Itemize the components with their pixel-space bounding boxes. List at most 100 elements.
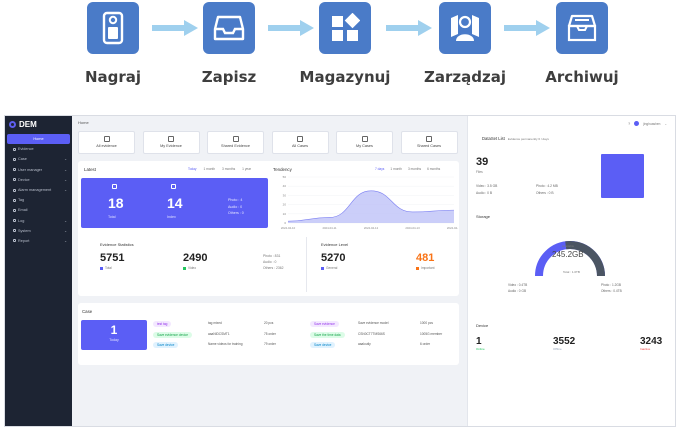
x-tick-label: 2024-04-10 — [281, 226, 296, 230]
case-cell: tag mixed — [208, 321, 222, 325]
case-cell: 79 order — [264, 342, 276, 346]
case-cell: 20 pcs — [264, 321, 274, 325]
quick-action-label: My Evidence — [160, 144, 182, 148]
quick-all-cases-button[interactable]: All Cases — [271, 131, 329, 154]
device-count: 3243 — [640, 336, 663, 347]
range-tab[interactable]: Today — [188, 167, 197, 171]
user-menu[interactable]: ? jinghuashen ⌄ — [628, 121, 667, 126]
user-name: jinghuashen — [643, 121, 661, 126]
sidebar-item-alarm-management[interactable]: Alarm management ⌄ — [7, 185, 70, 195]
sidebar-item-label: System — [18, 228, 31, 233]
case-cell: aaaloutly — [358, 342, 371, 346]
folder-icon — [103, 136, 110, 142]
range-tab[interactable]: 3 months — [222, 167, 236, 171]
evidence-general-legend: General — [321, 266, 337, 270]
dataset-thumbnail — [601, 154, 644, 198]
storage-item: Photo : 1.2GB — [601, 283, 622, 287]
sidebar-item-email[interactable]: Email — [7, 205, 70, 215]
x-tick-label: 2024-04-11 — [322, 226, 337, 230]
device-label: Offline — [553, 347, 562, 351]
breakdown-photo: Photo : 4 — [228, 198, 243, 202]
storage-item: Video : 0.4TB — [508, 283, 528, 287]
storage-total: Total : 1.0TB — [563, 270, 580, 274]
case-today-panel[interactable]: 1 Today — [81, 320, 147, 350]
legend-swatch — [100, 266, 103, 270]
legend-swatch — [416, 266, 419, 270]
workflow-step-label: Zarządzaj — [424, 68, 506, 86]
device-offline: 3552 Offline — [553, 336, 575, 351]
sidebar-item-home[interactable]: Home — [7, 134, 70, 145]
latest-index-count: 14 — [167, 195, 183, 211]
tendency-line — [287, 190, 455, 222]
quick-my-cases-button[interactable]: My Cases — [336, 131, 393, 154]
evidence-video-legend: Video — [183, 266, 196, 270]
folder-icon — [168, 136, 174, 142]
nav-icon — [13, 198, 16, 202]
storage-title: Storage — [476, 214, 491, 219]
range-tab[interactable]: 7 days — [375, 167, 385, 171]
quick-all-evidence-button[interactable]: All evidence — [78, 131, 135, 154]
nav-icon — [13, 239, 16, 243]
brand: DEM — [5, 116, 72, 132]
workflow-strip: Nagraj Zapisz Magazynuj Zarządzaj — [0, 0, 679, 110]
quick-shared-cases-button[interactable]: Shared Cases — [400, 131, 458, 154]
case-cell: Save evidence — [310, 321, 339, 327]
grid-blocks-icon — [319, 2, 371, 54]
help-icon[interactable]: ? — [628, 121, 631, 126]
chevron-down-icon: ⌄ — [64, 238, 67, 243]
legend-swatch — [183, 266, 186, 270]
dataset-subtitle: Evidence permanently 6 / days — [507, 137, 549, 141]
breakdown-photo: Photo : 831 — [263, 254, 281, 258]
quick-my-evidence-button[interactable]: My Evidence — [142, 131, 200, 154]
range-tab[interactable]: 3 months — [407, 167, 422, 171]
storage-item: Others : 0.4TB — [601, 289, 622, 293]
nav-icon — [13, 229, 16, 233]
manager-person-icon — [439, 2, 491, 54]
y-tick-label: 50 — [283, 175, 287, 179]
sidebar-item-user-manager[interactable]: User manager ⌄ — [7, 165, 70, 175]
latest-breakdown: Photo : 4 Audio : 0 Others : 0 — [228, 197, 244, 217]
chevron-down-icon: ⌄ — [64, 177, 67, 182]
sidebar-item-case[interactable]: Case ⌄ — [7, 154, 70, 164]
latest-title: Latest — [84, 167, 96, 172]
sidebar-item-log[interactable]: Log ⌄ — [7, 216, 70, 226]
range-tab[interactable]: 6 months — [427, 167, 441, 171]
range-tab[interactable]: 1 month — [390, 167, 402, 171]
bodycam-icon — [87, 2, 139, 54]
evidence-breakdown: Photo : 831 Audio : 0 Others : 2362 — [263, 253, 284, 271]
dataset-header: DataSet List Evidence permanently 6 / da… — [482, 136, 549, 141]
sidebar-item-evidence[interactable]: Evidence — [7, 144, 70, 154]
workflow-step-label: Zapisz — [201, 68, 257, 86]
sidebar-item-label: Evidence — [18, 147, 34, 152]
y-tick-label: 10 — [283, 212, 287, 216]
case-cell: CSN0CT7TMS66S — [358, 331, 385, 336]
workflow-step-save: Zapisz — [174, 2, 284, 86]
device-label: Inactive — [640, 347, 651, 351]
workflow-step-label: Archiwuj — [545, 68, 619, 86]
sidebar-item-tag[interactable]: Tag — [7, 195, 70, 205]
sidebar-item-report[interactable]: Report ⌄ — [7, 236, 70, 246]
gauge-used-arc — [565, 241, 605, 277]
case-cell: aaaNIDCSMT1 — [208, 331, 230, 336]
evidence-level-title: Evidence Level — [321, 242, 349, 247]
breadcrumb: Home — [78, 120, 89, 125]
x-tick-label: 2024-04-12 — [364, 226, 379, 230]
sidebar-item-label: Tag — [18, 198, 25, 203]
device-stats: 1 Online 3552 Offline 3243 Inactive — [476, 336, 671, 356]
sidebar-item-label: Alarm management — [18, 188, 52, 193]
x-tick-label: 2024-04-13 — [405, 226, 420, 230]
case-cell: 1000 pcs — [420, 321, 433, 325]
sidebar-item-system[interactable]: System ⌄ — [7, 226, 70, 236]
quick-shared-evidence-button[interactable]: Shared Evidence — [207, 131, 264, 154]
sidebar-item-label: Device — [18, 177, 30, 182]
case-cell: 6 order — [420, 342, 431, 346]
breakdown-audio: Audio : 0 — [228, 204, 243, 209]
breakdown-others: Others : 0 — [228, 211, 244, 215]
range-tab[interactable]: 1 month — [203, 167, 216, 171]
sidebar-item-device[interactable]: Device ⌄ — [7, 175, 70, 185]
range-tab[interactable]: 1 year — [242, 167, 252, 171]
chevron-down-icon: ⌄ — [64, 167, 67, 172]
dem-app-window: DEM Home Evidence Case ⌄ User manager ⌄ Device… — [4, 115, 676, 427]
storage-available-label: Available — [562, 244, 575, 248]
